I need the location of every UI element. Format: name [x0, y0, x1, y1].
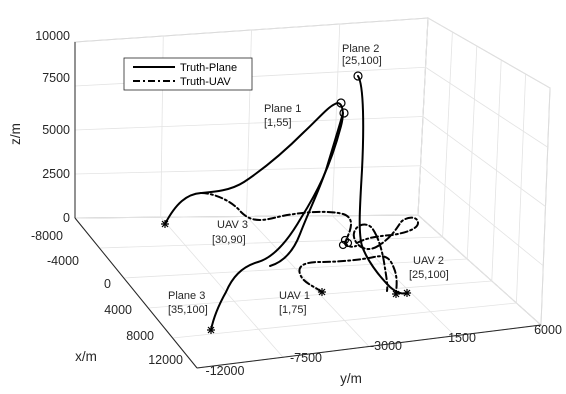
legend-label-plane: Truth-Plane: [180, 62, 237, 74]
asterisk-marker: [318, 288, 326, 296]
uav-circle-marker: [338, 240, 348, 250]
z-tick-label: 2500: [42, 167, 70, 181]
asterisk-marker: [403, 289, 411, 297]
y-tick-label: -7500: [290, 351, 322, 365]
x-tick-label: -4000: [47, 254, 79, 268]
plane-2-circle-marker: [353, 71, 363, 81]
trajectories: [164, 75, 419, 331]
y-axis-line: [196, 324, 542, 369]
z-tick-label: 10000: [35, 29, 70, 43]
y-tick-labels: -12000 -7500 -3000 1500 6000: [206, 323, 562, 378]
z-grid-line: [425, 66, 548, 148]
uav-circle-marker: [343, 238, 353, 248]
y-tick-label: 1500: [448, 331, 476, 345]
plane-2-value: [25,100]: [342, 55, 382, 67]
z-grid-line: [74, 17, 429, 43]
uav-1-track: [298, 255, 398, 295]
plane-3-track: [269, 112, 344, 267]
plane-3-value: [35,100]: [168, 304, 208, 316]
plane-3-label: Plane 3: [168, 290, 205, 302]
z-grid-line: [427, 17, 551, 89]
z-grid-line: [417, 214, 542, 326]
plane-3-circle-marker: [339, 108, 349, 118]
asterisk-marker: [392, 290, 400, 298]
z-tick-label: 0: [63, 211, 70, 225]
uav-2-label: UAV 2: [413, 255, 444, 267]
plane-2-label: Plane 2: [342, 43, 379, 55]
y-grid-line: [331, 215, 456, 337]
legend: Truth-Plane Truth-UAV: [123, 57, 253, 91]
x-tick-label: 4000: [104, 303, 132, 317]
y-axis-label: y/m: [340, 371, 362, 386]
y-tick-label: -3000: [370, 339, 402, 353]
plane-1-circle-marker: [336, 98, 346, 108]
plane-1-label: Plane 1: [264, 103, 301, 115]
track-markers: [161, 71, 411, 334]
z-grid-line: [74, 116, 424, 131]
x-tick-labels: -8000 -4000 0 4000 8000 12000: [31, 229, 183, 367]
track-annotations: Plane 1 [1,55] Plane 2 [25,100] Plane 3 …: [168, 43, 449, 316]
x-axis-line: [74, 217, 198, 369]
axis-lines: [74, 42, 542, 369]
z-tick-label: 7500: [42, 71, 70, 85]
uav-3-label: UAV 3: [217, 219, 248, 231]
x-tick-label: 0: [104, 277, 111, 291]
z-tick-label: 5000: [42, 123, 70, 137]
uav-1-label: UAV 1: [279, 290, 310, 302]
asterisk-marker: [161, 220, 169, 228]
plane-1-value: [1,55]: [264, 117, 292, 129]
uav-1-value: [1,75]: [279, 304, 307, 316]
z-axis-label: z/m: [8, 123, 23, 145]
x-tick-label: 12000: [148, 353, 183, 367]
x-tick-label: 8000: [126, 329, 154, 343]
uav-3-value: [30,90]: [212, 234, 246, 246]
z-grid-line: [420, 165, 544, 267]
uav-2-track: [352, 216, 419, 292]
legend-label-uav: Truth-UAV: [180, 76, 231, 88]
y-tick-label: -12000: [206, 364, 245, 378]
uav-2-value: [25,100]: [409, 269, 449, 281]
y-tick-label: 6000: [534, 323, 562, 337]
x-axis-label: x/m: [75, 349, 97, 364]
plane-2-track: [357, 75, 408, 295]
y-grid-line: [246, 216, 370, 347]
legend-box: [123, 57, 253, 91]
asterisk-marker: [207, 326, 215, 334]
z-grid-line: [422, 116, 546, 207]
y-grid-line: [160, 216, 284, 358]
x-tick-label: -8000: [31, 229, 63, 243]
z-tick-labels: 0 2500 5000 7500 10000: [35, 29, 70, 225]
